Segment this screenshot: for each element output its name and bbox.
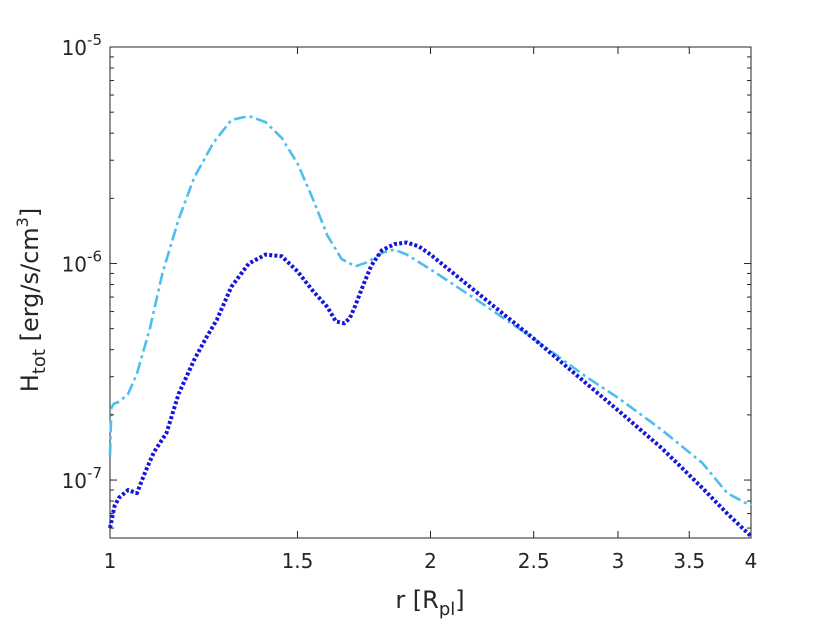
- y-axis-label-superscript: 3: [13, 217, 32, 227]
- x-axis-label: r [Rpl]: [395, 586, 464, 620]
- x-tick-label: 4: [745, 549, 758, 573]
- tick-layer: 1 1.5 2 2.5 3 3.5 4 10-7 10-6 10-5: [62, 31, 758, 573]
- x-axis-label-subscript: pl: [439, 599, 455, 620]
- x-tick-label: 1.5: [282, 549, 314, 573]
- x-tick-label: 3: [612, 549, 625, 573]
- series-line-2: [108, 240, 753, 538]
- x-tick-label: 1: [104, 549, 117, 573]
- y-axis-label-subscript: tot: [29, 349, 50, 374]
- y-axis-label: Htot [erg/s/cm3]: [13, 208, 50, 392]
- x-tick-label: 3.5: [673, 549, 705, 573]
- y-tick-label: 10-6: [62, 248, 102, 277]
- y-tick-label: 10-7: [62, 464, 102, 493]
- x-tick-label: 2.5: [518, 549, 550, 573]
- series-line-1: [108, 114, 752, 508]
- series-layer: [108, 114, 753, 538]
- y-tick-label: 10-5: [62, 31, 102, 60]
- plot-area: [109, 46, 752, 539]
- x-tick-label: 2: [424, 549, 437, 573]
